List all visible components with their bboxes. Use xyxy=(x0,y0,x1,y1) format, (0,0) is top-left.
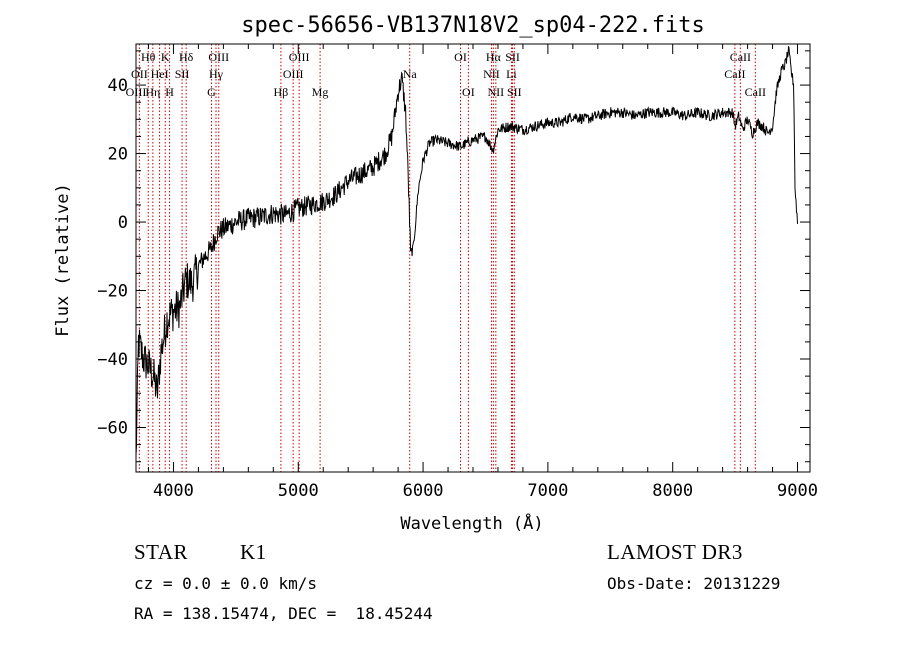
x-tick-label-2: 6000 xyxy=(403,481,444,501)
x-tick-label-3: 7000 xyxy=(527,481,568,501)
x-tick-label-1: 5000 xyxy=(278,481,319,501)
line-markers xyxy=(135,44,756,472)
line-label-16: Na xyxy=(403,67,418,81)
y-tick-label-5: 40 xyxy=(108,76,128,96)
line-label-19: Hα xyxy=(486,50,502,64)
y-axis: −60 −40 −20 0 20 40 xyxy=(97,50,810,463)
y-tick-label-2: −20 xyxy=(97,282,128,302)
observation-date: Obs-Date: 20131229 xyxy=(607,574,781,593)
line-label-1: OII xyxy=(131,67,148,81)
line-label-8: SII xyxy=(175,67,190,81)
line-label-23: Li xyxy=(506,67,517,81)
line-label-13: OIII xyxy=(283,67,304,81)
line-label-26: CaII xyxy=(724,67,745,81)
object-class: STAR xyxy=(134,540,188,564)
survey-name: LAMOST DR3 xyxy=(607,540,743,564)
line-label-10: Hγ xyxy=(209,67,224,81)
plot-frame xyxy=(135,43,811,473)
line-label-14: Hβ xyxy=(274,85,289,99)
line-label-6: H xyxy=(165,85,174,99)
line-label-11: G xyxy=(207,85,216,99)
object-subclass: K1 xyxy=(240,540,267,564)
line-label-21: NII xyxy=(488,85,505,99)
chart-title: spec-56656-VB137N18V2_sp04-222.fits xyxy=(241,13,705,38)
coordinates: RA = 138.15474, DEC = 18.45244 xyxy=(134,604,433,623)
line-label-5: HeI xyxy=(151,67,169,81)
y-axis-label: Flux (relative) xyxy=(53,183,73,337)
line-label-9: OIII xyxy=(208,50,229,64)
redshift-value: cz = 0.0 ± 0.0 km/s xyxy=(134,574,318,593)
line-label-12: OIII xyxy=(289,50,310,64)
y-tick-label-3: 0 xyxy=(118,213,128,233)
line-label-24: SII xyxy=(507,85,522,99)
line-label-22: SII xyxy=(505,50,520,64)
y-tick-label-1: −40 xyxy=(97,350,128,370)
line-label-18: OI xyxy=(462,85,475,99)
line-label-0: Hθ xyxy=(141,50,156,64)
line-label-4: K xyxy=(161,50,170,64)
spectrum-line xyxy=(135,46,798,456)
x-tick-label-4: 8000 xyxy=(652,481,693,501)
line-label-17: OI xyxy=(454,50,467,64)
line-label-20: NII xyxy=(483,67,500,81)
line-label-3: Hη xyxy=(145,85,160,99)
line-label-7: Hδ xyxy=(179,50,194,64)
x-tick-label-0: 4000 xyxy=(153,481,194,501)
line-label-25: CaII xyxy=(730,50,751,64)
line-label-15: Mg xyxy=(312,85,329,99)
line-label-27: CaII xyxy=(745,85,766,99)
x-axis: 4000 5000 6000 7000 8000 9000 xyxy=(147,44,818,501)
x-tick-label-5: 9000 xyxy=(777,481,818,501)
y-tick-label-4: 20 xyxy=(108,145,128,165)
y-tick-label-0: −60 xyxy=(97,418,128,438)
x-axis-label: Wavelength (Å) xyxy=(400,512,543,534)
